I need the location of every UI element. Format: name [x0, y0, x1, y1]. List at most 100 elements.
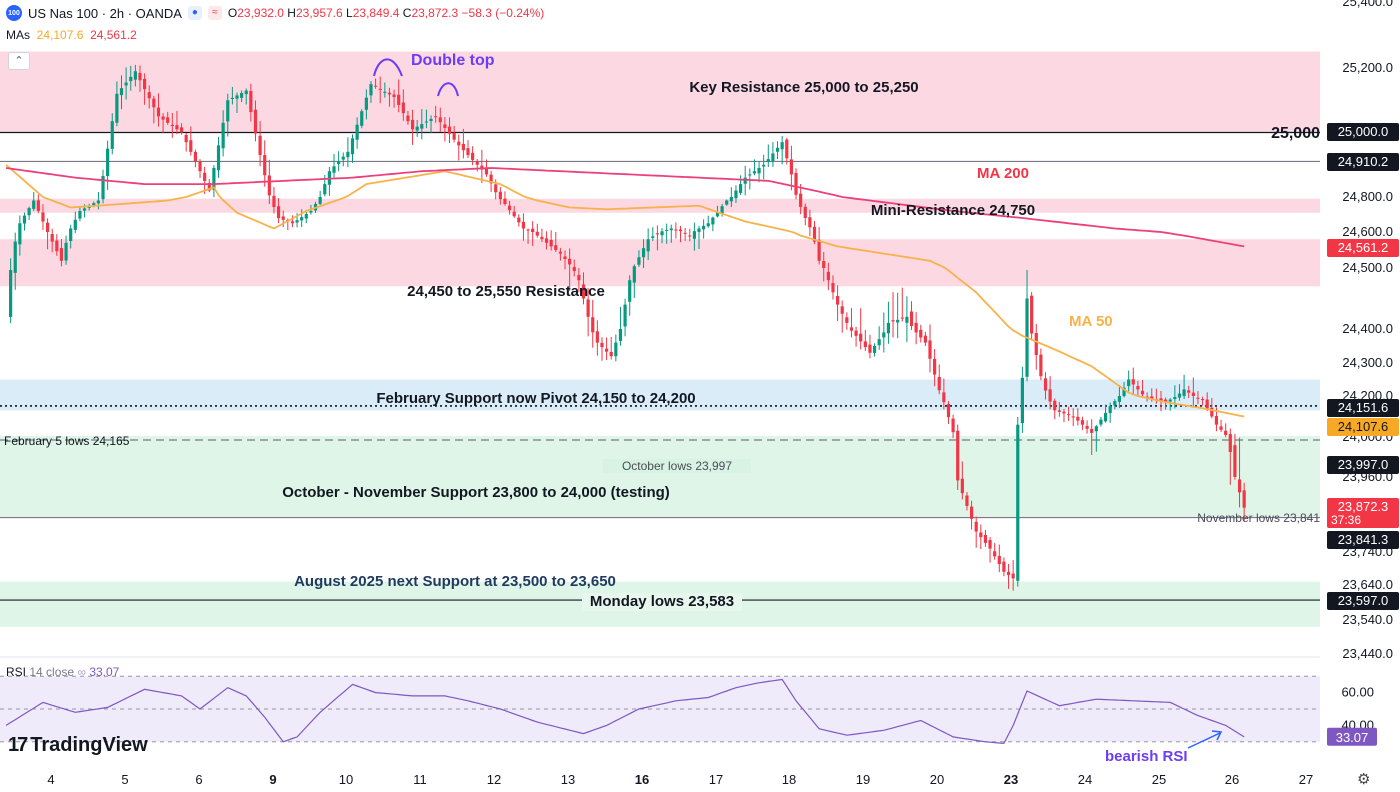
candle: [891, 320, 895, 322]
settings-gear-icon[interactable]: ⚙: [1357, 771, 1371, 788]
candle: [101, 176, 105, 200]
candle: [1191, 392, 1195, 396]
candle: [1103, 412, 1108, 422]
level-label-0: 25,000: [1271, 125, 1320, 142]
candle: [702, 225, 706, 230]
candle: [235, 95, 239, 99]
candle: [923, 335, 927, 343]
x-tick-label: 24: [1078, 772, 1092, 787]
candle: [1173, 397, 1177, 399]
candle: [1039, 354, 1043, 377]
candle: [965, 495, 969, 506]
candle: [226, 100, 230, 122]
candle: [1034, 333, 1038, 356]
x-tick-label: 27: [1299, 772, 1313, 787]
candle: [845, 317, 849, 323]
candle: [1131, 379, 1135, 385]
candle: [438, 117, 442, 123]
candle: [512, 211, 516, 217]
candle: [323, 184, 327, 195]
rsi-settings-icon[interactable]: ∞: [77, 665, 86, 679]
x-tick-label: 19: [856, 772, 870, 787]
y-tick-label: 24,500.0: [1342, 260, 1393, 275]
candle: [785, 139, 789, 159]
rsi-value-tag-label: 33.07: [1336, 730, 1369, 745]
candles: [9, 64, 1246, 591]
symbol-title[interactable]: US Nas 100 · 2h · OANDA: [28, 5, 182, 21]
candle: [484, 168, 489, 175]
candle: [729, 197, 733, 202]
candle: [1127, 379, 1131, 387]
zone-label-1: Mini-Resistance 24,750: [871, 202, 1035, 219]
candle: [849, 327, 854, 331]
price-tag-7: [1327, 531, 1399, 549]
candle: [73, 219, 77, 230]
bearish-rsi-label: bearish RSI: [1105, 748, 1188, 765]
candle: [983, 534, 988, 543]
candle: [535, 231, 539, 236]
candle: [706, 223, 710, 227]
candle: [179, 127, 184, 133]
candle: [207, 182, 211, 191]
candle: [554, 245, 558, 250]
candle: [355, 124, 359, 140]
candle: [96, 200, 100, 204]
candle: [318, 197, 322, 204]
ma-legend[interactable]: MAs 24,107.6 24,561.2: [6, 28, 137, 42]
candle: [1113, 401, 1117, 406]
candle: [221, 122, 225, 149]
candle: [969, 506, 974, 519]
x-tick-label: 11: [413, 772, 427, 787]
candle: [521, 221, 526, 229]
visibility-eye-icon[interactable]: ●: [187, 6, 202, 20]
candle: [290, 221, 295, 224]
candle: [1187, 390, 1191, 393]
collapse-chevron-icon[interactable]: ⌃: [8, 52, 30, 70]
candle: [692, 231, 696, 239]
candle: [166, 117, 170, 123]
candle: [64, 242, 68, 261]
candle: [378, 88, 382, 90]
candle: [471, 152, 475, 160]
candle: [757, 167, 761, 174]
candle: [249, 90, 253, 113]
candle: [581, 284, 586, 299]
rsi-line: [5, 678, 1245, 745]
candle: [942, 392, 946, 403]
candle: [1002, 561, 1006, 572]
candle: [1011, 573, 1015, 579]
price-tag-label-0: 25,000.0: [1338, 124, 1389, 139]
candle: [960, 478, 964, 494]
candle: [106, 148, 110, 177]
level-label-2: February 5 lows 24,165: [4, 434, 130, 448]
candle: [434, 116, 438, 118]
zone-resistance-2: [0, 239, 1320, 287]
wave-icon[interactable]: ≈: [207, 6, 222, 20]
candle: [244, 90, 248, 95]
candle: [507, 205, 512, 211]
candle: [909, 311, 914, 326]
candle: [133, 71, 137, 80]
double-top-arc: [373, 58, 403, 77]
candle: [1237, 479, 1242, 493]
candle: [900, 317, 904, 319]
x-tick-label: 10: [339, 772, 353, 787]
candle: [27, 208, 31, 216]
candle: [775, 147, 780, 152]
candle: [230, 97, 234, 99]
candle: [152, 98, 156, 108]
candle: [1085, 425, 1089, 429]
candle: [429, 118, 433, 122]
tradingview-logo[interactable]: 17 TradingView: [8, 734, 148, 757]
rsi-legend[interactable]: RSI 14 close ∞ 33.07: [6, 665, 120, 679]
candle: [494, 184, 498, 193]
candle: [1108, 406, 1112, 414]
price-change: −58.3 (−0.24%): [461, 6, 545, 20]
candle: [124, 82, 128, 86]
candle: [674, 229, 678, 231]
candle: [1140, 390, 1145, 395]
candle: [461, 143, 465, 151]
y-tick-label: 24,400.0: [1342, 321, 1393, 336]
candle: [780, 142, 784, 150]
